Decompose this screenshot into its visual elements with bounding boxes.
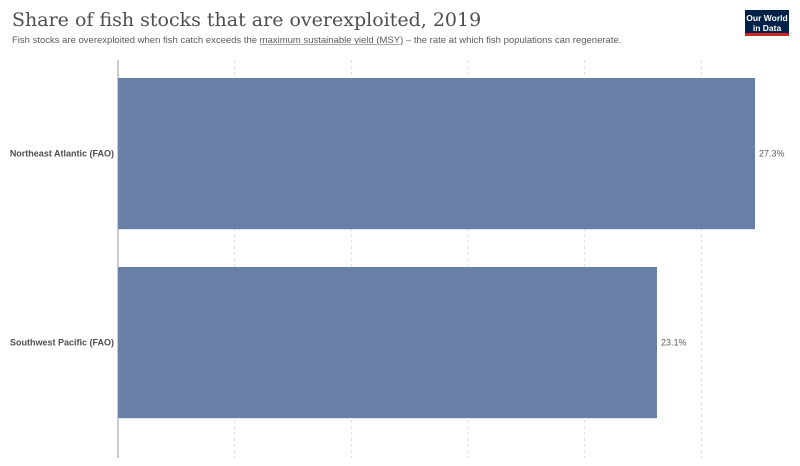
logo-line-2: in Data	[752, 23, 782, 33]
chart-subtitle: Fish stocks are overexploited when fish …	[12, 35, 621, 46]
category-label: Southwest Pacific (FAO)	[10, 338, 114, 348]
subtitle-text-start: Fish stocks are overexploited when fish …	[12, 35, 260, 46]
owid-logo[interactable]: Our World in Data	[745, 10, 789, 36]
value-label: 27.3%	[759, 149, 785, 159]
msy-link[interactable]: maximum sustainable yield (MSY)	[259, 35, 404, 46]
chart-title: Share of fish stocks that are overexploi…	[12, 9, 482, 31]
labels: Northeast Atlantic (FAO) 27.3% Southwest P…	[10, 149, 785, 348]
subtitle-text-end: – the rate at which fish populations can…	[403, 35, 622, 46]
bars	[118, 78, 755, 419]
bar-1[interactable]	[118, 267, 657, 419]
logo-line-1: Our World	[746, 13, 788, 23]
category-label: Northeast Atlantic (FAO)	[10, 149, 114, 159]
value-label: 23.1%	[661, 338, 687, 348]
bar-0[interactable]	[118, 78, 755, 230]
